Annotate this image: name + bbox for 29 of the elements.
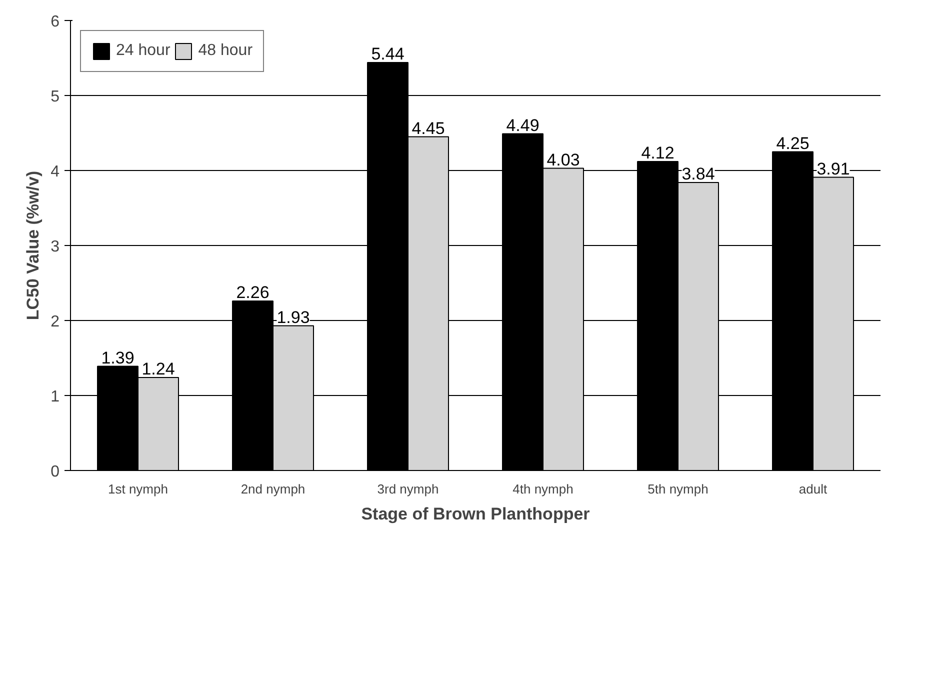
data-label: 1.93: [276, 308, 310, 327]
x-tick-label: 4th nymph: [512, 482, 574, 496]
y-tick-label: 2: [50, 314, 60, 330]
legend-label: 24 hour: [116, 42, 170, 60]
data-label: 1.39: [101, 348, 134, 368]
y-tick-label: 1: [50, 388, 60, 406]
y-tick-label: 5: [50, 88, 60, 106]
y-tick-label: 0: [50, 464, 60, 480]
data-label: 4.03: [546, 150, 580, 170]
data-label: 3.84: [682, 164, 715, 184]
data-label: 3.91: [816, 159, 850, 178]
y-axis-title: LC50 Value (%w/v): [24, 170, 43, 320]
data-label: 4.49: [506, 116, 540, 135]
y-tick-label: 4: [50, 164, 60, 180]
x-axis-title: Stage of Brown Planthopper: [361, 504, 590, 524]
data-label: 5.44: [371, 44, 404, 64]
data-label: 4.12: [641, 144, 674, 162]
data-label: 2.26: [236, 283, 270, 302]
data-label: 1.24: [142, 360, 175, 378]
x-tick-label: 3rd nymph: [377, 482, 439, 496]
x-tick-label: adult: [798, 482, 828, 496]
x-tick-label: 1st nymph: [108, 482, 168, 496]
legend-label: 48 hour: [198, 42, 253, 60]
y-tick-label: 6: [50, 14, 60, 30]
data-label: 4.45: [412, 118, 445, 138]
y-tick-label: 3: [50, 238, 60, 256]
x-tick-label: 2nd nymph: [240, 482, 306, 496]
data-label: 4.25: [776, 134, 810, 153]
x-tick-label: 5th nymph: [648, 482, 708, 496]
